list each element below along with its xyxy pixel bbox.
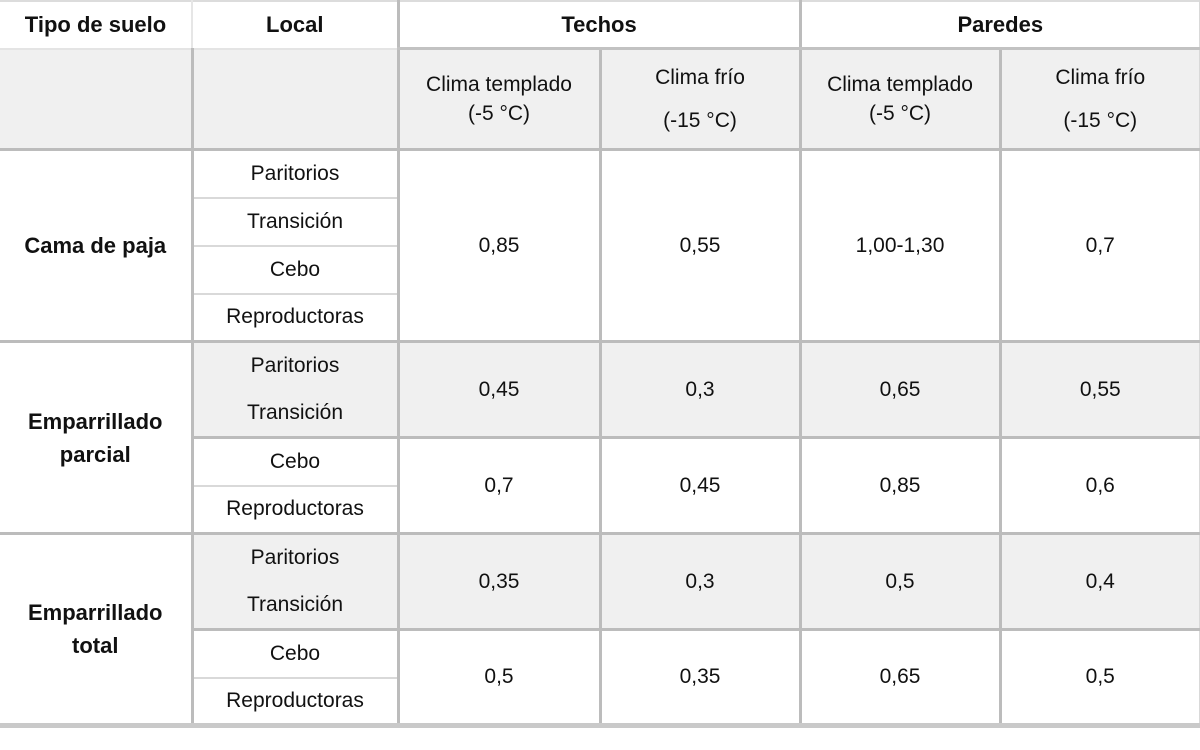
value-cell-paredes-frio: 0,7: [998, 149, 1200, 343]
table-row: Transición: [0, 389, 1200, 439]
table-row: Reproductoras: [0, 293, 1200, 343]
value-cell-techos-frio: 0,3: [598, 341, 801, 439]
tipo-cell-emparrillado-parcial: Emparrillado parcial: [0, 341, 192, 535]
local-cell: Paritorios: [190, 341, 398, 390]
subheader-line1: Clima templado: [827, 72, 973, 96]
value-cell-techos-templado: 0,5: [396, 629, 600, 726]
local-cell: Cebo: [190, 245, 398, 295]
value-cell-paredes-templado: 0,85: [798, 437, 1001, 535]
table-row: Emparrillado total Paritorios 0,35 0,3 0…: [0, 533, 1200, 726]
col-header-techos: Techos: [396, 1, 801, 50]
subheader-line1: Clima frío: [655, 66, 745, 90]
col-header-local: Local: [191, 1, 398, 50]
tipo-cell-cama-de-paja: Cama de paja: [0, 149, 192, 343]
subheader-paredes-templado: Clima templado (-5 °C): [798, 48, 1001, 151]
table-row: Transición: [0, 581, 1200, 631]
value-cell-paredes-frio: 0,6: [998, 437, 1200, 535]
insulation-values-table: Tipo de suelo Local Techos Paredes Clima…: [0, 0, 1200, 728]
local-cell: Cebo: [190, 437, 398, 487]
subheader-line2: (-5 °C): [868, 102, 932, 125]
value-cell-paredes-frio: 0,4: [998, 533, 1200, 631]
table-row: Reproductoras: [0, 485, 1200, 535]
value-cell-paredes-templado: 0,5: [798, 533, 1001, 631]
value-cell-techos-frio: 0,45: [598, 437, 801, 535]
value-cell-paredes-frio: 0,55: [998, 341, 1200, 439]
value-cell-techos-frio: 0,35: [598, 629, 801, 726]
value-cell-paredes-frio: 0,5: [998, 629, 1200, 726]
local-cell: Transición: [190, 389, 398, 439]
table-row: Cebo: [0, 245, 1200, 295]
value-cell-paredes-templado: 0,65: [798, 341, 1001, 439]
value-cell-paredes-templado: 1,00-1,30: [798, 149, 1001, 343]
value-cell-techos-templado: 0,7: [396, 437, 600, 535]
col-header-paredes: Paredes: [798, 1, 1200, 50]
subheader-empty-local: [190, 48, 398, 151]
local-cell: Cebo: [190, 629, 398, 679]
local-cell: Transición: [190, 197, 398, 247]
table-row: Reproductoras: [0, 677, 1200, 726]
local-cell: Paritorios: [190, 533, 398, 582]
local-cell: Reproductoras: [190, 677, 398, 726]
local-cell: Transición: [190, 581, 398, 631]
subheader-empty-tipo: [0, 48, 192, 151]
local-cell: Reproductoras: [190, 293, 398, 343]
subheader-line2: (-15 °C): [1063, 108, 1138, 132]
tipo-cell-emparrillado-total: Emparrillado total: [0, 533, 192, 726]
table-row: Cama de paja Paritorios 0,85 0,55 1,00-1…: [0, 149, 1200, 343]
value-cell-techos-templado: 0,45: [396, 341, 600, 439]
value-cell-techos-templado: 0,85: [396, 149, 600, 343]
local-cell: Reproductoras: [190, 485, 398, 535]
subheader-line2: (-15 °C): [663, 108, 737, 132]
value-cell-techos-templado: 0,35: [396, 533, 600, 631]
col-header-tipo-de-suelo: Tipo de suelo: [0, 1, 192, 50]
header-row-climate: Clima templado (-5 °C) Clima frío (-15 °…: [0, 48, 1200, 151]
subheader-line1: Clima templado: [426, 72, 572, 96]
header-row-groups: Tipo de suelo Local Techos Paredes: [0, 1, 1200, 50]
table-row: Emparrillado parcial Paritorios 0,45 0,3…: [0, 341, 1200, 535]
table-row: Transición: [0, 197, 1200, 247]
table-row: Cebo 0,7 0,45 0,85 0,6: [0, 437, 1200, 535]
subheader-techos-frio: Clima frío (-15 °C): [598, 48, 801, 151]
table-row: Cebo 0,5 0,35 0,65 0,5: [0, 629, 1200, 726]
subheader-line2: (-5 °C): [467, 102, 531, 125]
value-cell-paredes-templado: 0,65: [798, 629, 1001, 726]
subheader-line1: Clima frío: [1055, 66, 1146, 90]
value-cell-techos-frio: 0,3: [598, 533, 801, 631]
value-cell-techos-frio: 0,55: [598, 149, 801, 343]
subheader-techos-templado: Clima templado (-5 °C): [396, 48, 600, 151]
subheader-paredes-frio: Clima frío (-15 °C): [998, 48, 1200, 151]
local-cell: Paritorios: [190, 149, 398, 199]
